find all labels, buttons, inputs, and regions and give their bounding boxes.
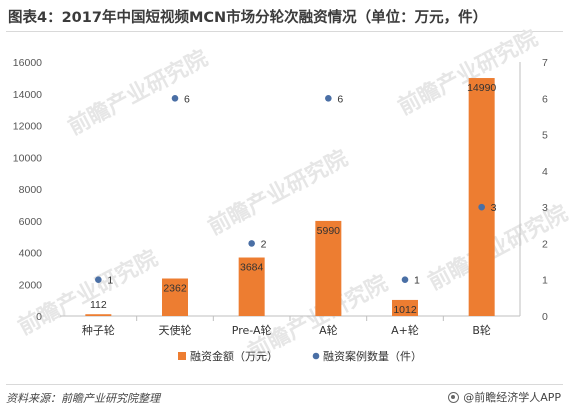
count-point-label: 1 xyxy=(414,275,420,287)
bar xyxy=(392,299,418,316)
category-label: B轮 xyxy=(472,323,491,337)
bar xyxy=(238,257,265,316)
footer-divider xyxy=(6,384,563,385)
left-axis-tick-label: 8000 xyxy=(19,184,43,196)
bar xyxy=(468,78,495,316)
right-axis-tick-label: 7 xyxy=(542,57,548,69)
count-point-label: 2 xyxy=(261,238,267,250)
left-axis-tick-label: 12000 xyxy=(13,121,42,133)
bar xyxy=(315,220,342,316)
right-axis-tick-label: 4 xyxy=(542,166,548,178)
left-axis-tick-label: 0 xyxy=(36,311,42,323)
left-axis-tick-label: 14000 xyxy=(13,89,42,101)
left-axis-tick-label: 4000 xyxy=(19,248,43,260)
left-axis-tick-label: 2000 xyxy=(19,279,43,291)
count-point xyxy=(325,94,332,102)
category-label: 种子轮 xyxy=(82,323,115,337)
bar-value-label: 3684 xyxy=(240,262,264,274)
brand-logo-icon xyxy=(448,391,460,403)
category-label: A轮 xyxy=(319,323,338,337)
left-axis-tick-label: 16000 xyxy=(13,57,42,69)
category-label: Pre-A轮 xyxy=(232,323,272,337)
category-label: 天使轮 xyxy=(159,323,192,337)
bar-value-label: 5990 xyxy=(317,225,341,237)
count-point xyxy=(401,276,409,284)
title-divider xyxy=(6,31,563,32)
count-point-label: 3 xyxy=(491,202,497,214)
brand-credit: @前瞻经济学人APP xyxy=(448,389,561,405)
left-axis-tick-label: 10000 xyxy=(13,152,42,164)
right-axis-tick-label: 1 xyxy=(542,275,548,287)
bar-value-label: 112 xyxy=(90,299,107,311)
legend-dot-swatch xyxy=(312,352,320,360)
bar-value-label: 14990 xyxy=(467,82,496,94)
count-point xyxy=(478,203,485,211)
bar xyxy=(85,314,112,316)
bar xyxy=(162,278,188,316)
category-label: A+轮 xyxy=(391,323,419,337)
source-note: 资料来源：前瞻产业研究院整理 xyxy=(6,392,160,405)
count-point xyxy=(248,240,255,247)
count-point xyxy=(171,94,179,102)
brand-text: @前瞻经济学人APP xyxy=(463,391,561,404)
count-point-label: 1 xyxy=(107,275,113,287)
right-axis-tick-label: 2 xyxy=(542,238,548,250)
legend-bar-swatch xyxy=(178,352,186,360)
legend-dot-label: 融资案例数量（件） xyxy=(323,349,422,363)
count-point-label: 6 xyxy=(184,93,190,105)
right-axis-tick-label: 5 xyxy=(542,130,548,142)
count-point xyxy=(95,276,102,284)
right-axis-tick-label: 6 xyxy=(542,93,548,105)
bar-value-label: 1012 xyxy=(393,304,417,316)
left-axis-tick-label: 6000 xyxy=(19,216,43,228)
chart-title: 图表4：2017年中国短视频MCN市场分轮次融资情况（单位：万元，件） xyxy=(8,10,488,26)
legend-bar-label: 融资金额（万元） xyxy=(190,349,278,363)
count-point-label: 6 xyxy=(337,93,343,105)
right-axis-tick-label: 0 xyxy=(542,311,548,323)
bar-value-label: 2362 xyxy=(163,283,187,295)
right-axis-tick-label: 3 xyxy=(542,202,548,214)
